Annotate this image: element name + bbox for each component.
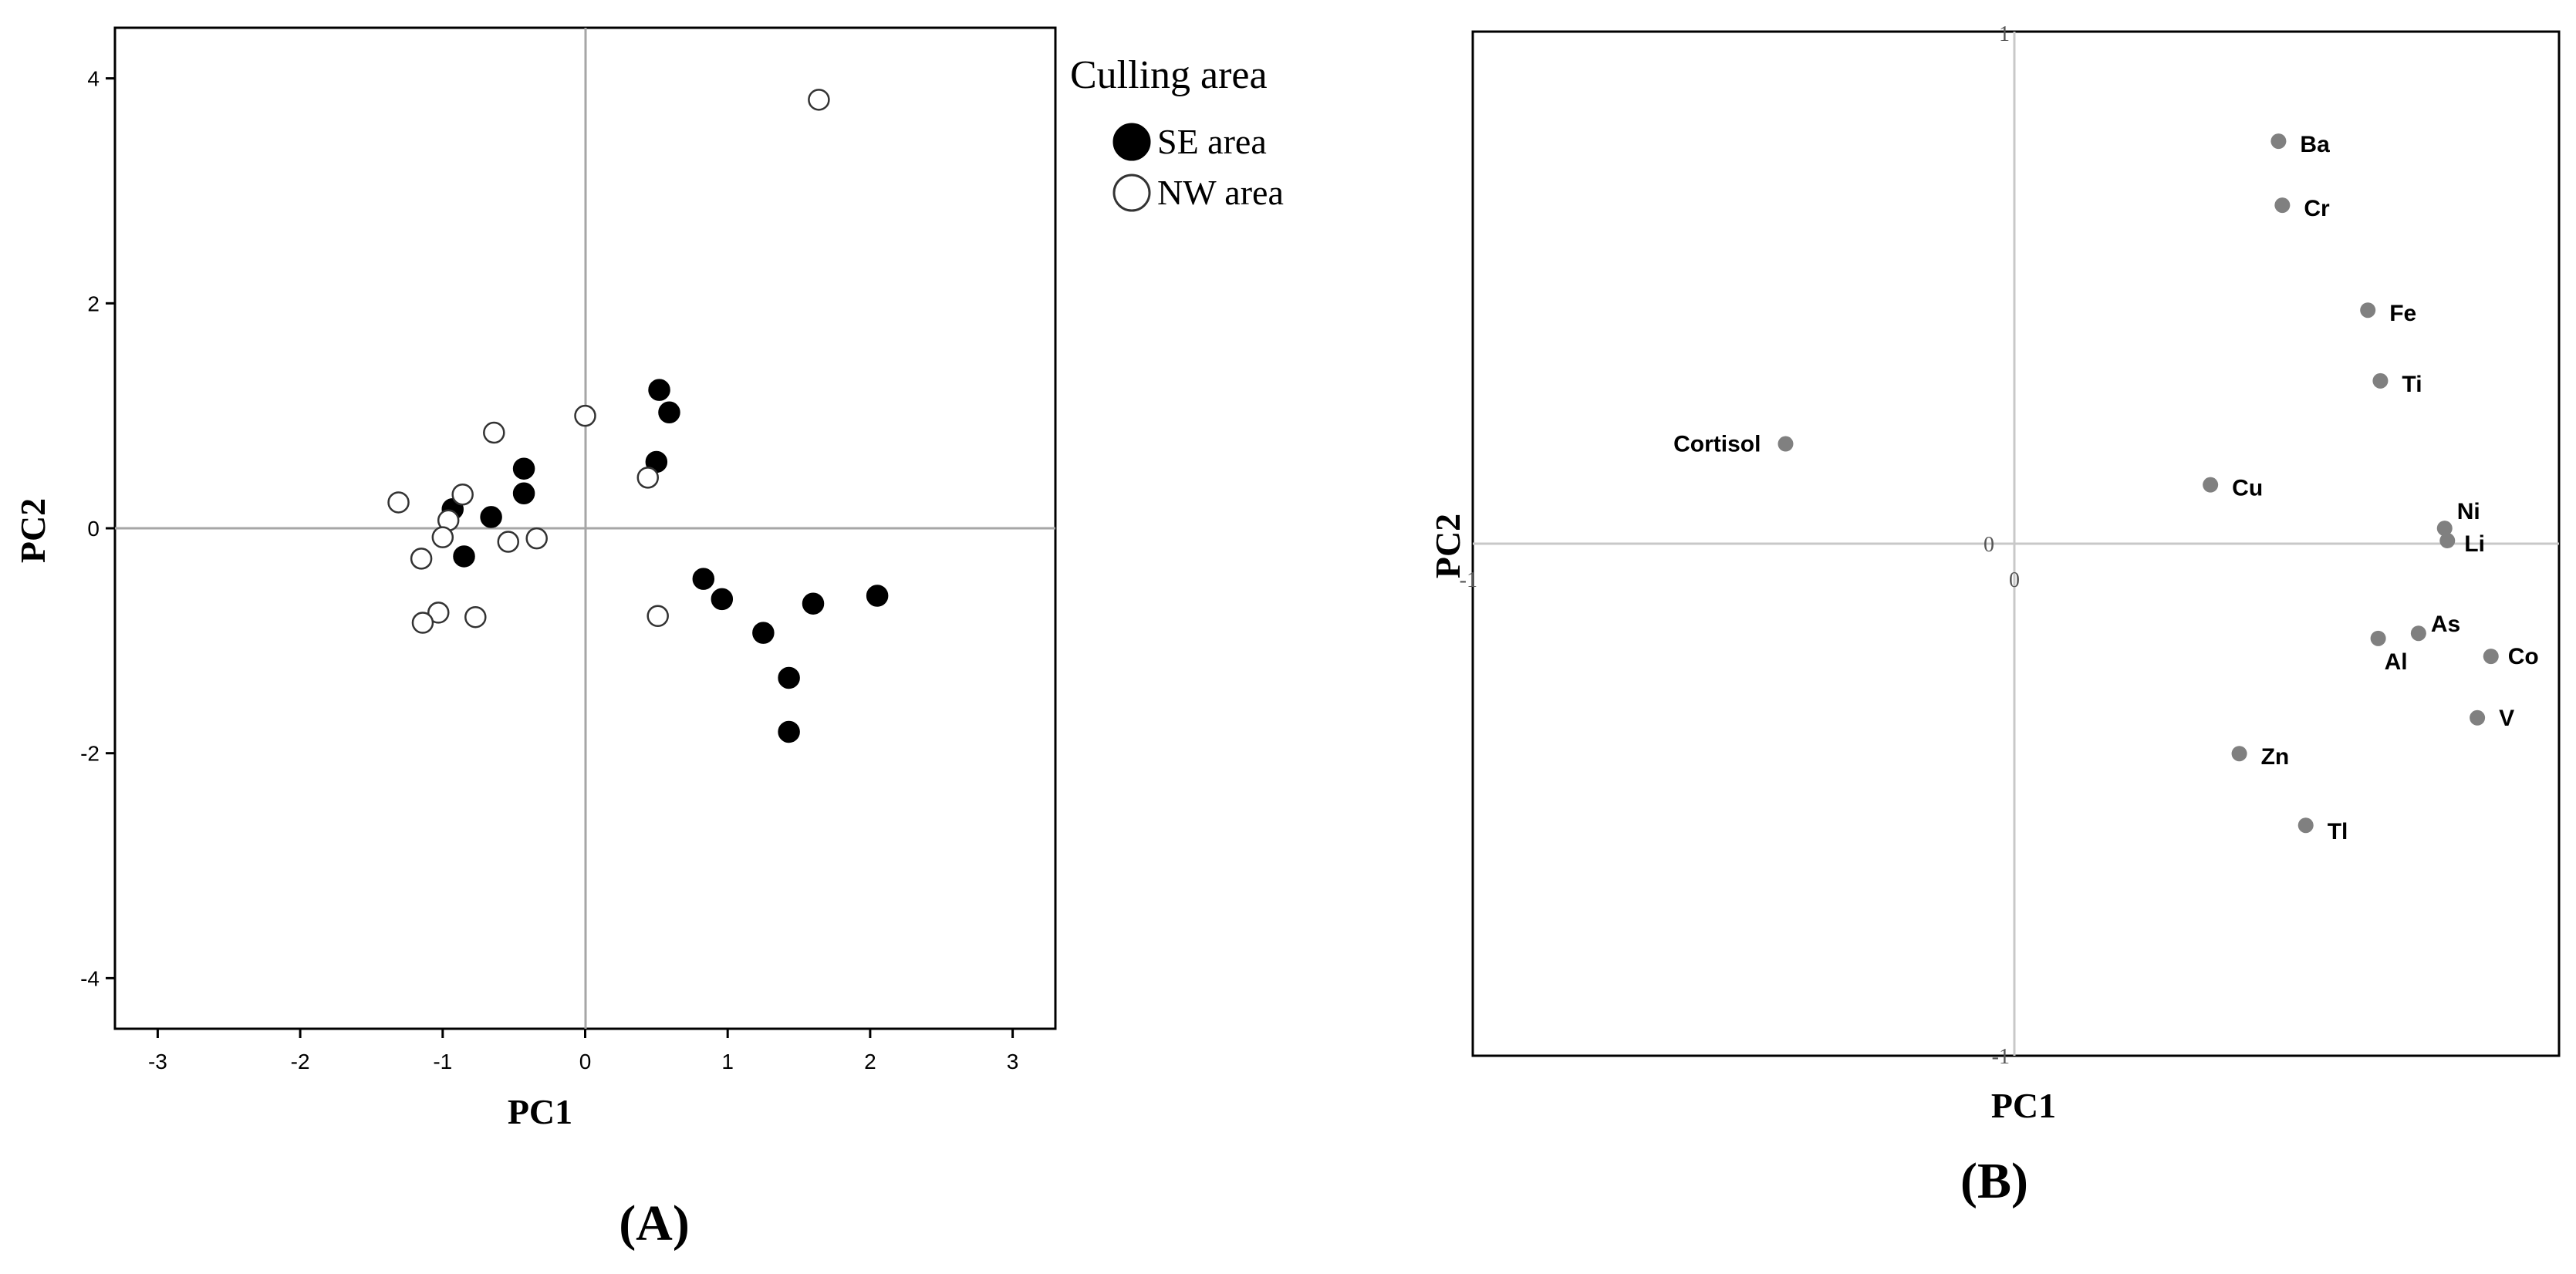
- point-fe: [2360, 302, 2376, 318]
- point-se-area: [711, 588, 734, 611]
- panel-a-ticks: -3 -2 -1 0 1 2 3 -4 -2 0 2 4: [80, 67, 1018, 1073]
- legend-marker-nw: [1112, 174, 1151, 212]
- point-as: [2410, 625, 2426, 642]
- panel-a-y-tick-label: 4: [87, 67, 100, 91]
- point-tl: [2297, 817, 2314, 834]
- point-nw-area: [411, 612, 434, 634]
- point-cu: [2203, 477, 2219, 493]
- panel-b: 1 0 -1 -1 0 Ba Cr Fe Ti Cortisol Cu Ni Li As Al Co V Zn T…: [1428, 22, 2561, 1209]
- point-nw-area: [647, 605, 669, 628]
- point-nw-area: [574, 404, 596, 427]
- point-ba: [2270, 133, 2287, 150]
- point-se-area: [480, 506, 502, 528]
- point-cr: [2274, 197, 2291, 214]
- point-label-tl: Tl: [2328, 819, 2348, 844]
- panel-b-y-tick-label: -1: [1992, 1045, 2010, 1069]
- point-label-li: Li: [2464, 531, 2485, 557]
- panel-b-ticks: 1 0 -1 -1 0: [1460, 22, 2020, 1069]
- point-nw-area: [427, 602, 450, 624]
- point-nw-area: [464, 605, 487, 629]
- point-se-area: [692, 568, 715, 590]
- point-label-cr: Cr: [2304, 196, 2330, 221]
- point-se-area: [752, 622, 775, 644]
- panel-a-label: (A): [619, 1195, 690, 1252]
- point-label-ti: Ti: [2402, 372, 2422, 397]
- point-se-area: [658, 401, 680, 424]
- point-label-ba: Ba: [2300, 132, 2330, 157]
- point-ti: [2372, 372, 2389, 389]
- point-se-area: [512, 457, 535, 480]
- point-nw-area: [497, 531, 520, 553]
- panel-a-xlabel: PC1: [508, 1092, 572, 1131]
- point-label-cortisol: Cortisol: [1673, 432, 1761, 457]
- point-label-ni: Ni: [2457, 499, 2480, 524]
- panel-a-x-tick-label: -1: [433, 1050, 452, 1073]
- point-v: [2470, 709, 2486, 726]
- point-nw-area: [636, 467, 660, 489]
- point-nw-area: [525, 527, 548, 550]
- panel-a-y-tick-label: -2: [80, 742, 100, 766]
- legend-marker-se: [1112, 123, 1151, 161]
- point-nw-area: [451, 483, 474, 506]
- point-label-al: Al: [2385, 649, 2408, 675]
- panel-a-x-tick-label: -3: [148, 1050, 167, 1073]
- point-nw-area: [431, 526, 454, 548]
- point-label-cu: Cu: [2232, 476, 2263, 501]
- panel-a-x-tick-label: 0: [579, 1050, 592, 1073]
- point-co: [2483, 649, 2499, 665]
- panel-b-y-tick-label: 1: [1999, 22, 2010, 46]
- point-se-area: [453, 545, 475, 568]
- point-nw-area: [410, 548, 433, 570]
- point-li: [2439, 533, 2456, 549]
- point-se-area: [778, 666, 800, 689]
- panel-b-x-tick-label: 0: [2009, 568, 2020, 592]
- panel-a-ylabel: PC2: [13, 498, 52, 563]
- panel-a-x-tick-label: 3: [1007, 1050, 1019, 1073]
- point-al: [2370, 630, 2386, 646]
- panel-a-legend: Culling area SE area NW area: [1070, 53, 1284, 212]
- panel-b-ylabel: PC2: [1428, 514, 1467, 578]
- panel-a-points: [387, 89, 889, 743]
- panel-a: -3 -2 -1 0 1 2 3 -4 -2 0 2 4 PC1 PC2 (A) Culling ar…: [13, 26, 1284, 1252]
- panel-b-xlabel: PC1: [1991, 1086, 2056, 1125]
- panel-a-y-tick-label: 2: [87, 292, 100, 315]
- point-nw-area: [387, 491, 410, 514]
- point-label-zn: Zn: [2261, 744, 2290, 770]
- point-label-as: As: [2431, 612, 2460, 637]
- panel-b-label: (B): [1960, 1153, 2028, 1209]
- point-ni: [2436, 521, 2453, 537]
- point-se-area: [802, 592, 825, 615]
- point-nw-area: [483, 421, 505, 444]
- point-label-fe: Fe: [2389, 301, 2416, 326]
- point-label-v: V: [2499, 706, 2514, 731]
- legend-title: Culling area: [1070, 53, 1268, 97]
- panel-a-x-tick-label: 1: [721, 1050, 734, 1073]
- point-cortisol: [1778, 436, 1794, 452]
- point-zn: [2231, 746, 2247, 762]
- panel-b-y-tick-label: 0: [1983, 533, 1994, 557]
- legend-label-nw: NW area: [1157, 173, 1284, 212]
- panel-b-points: Ba Cr Fe Ti Cortisol Cu Ni Li As Al Co V Zn Tl: [1673, 132, 2539, 844]
- panel-b-x-tick-label: -1: [1460, 568, 1477, 592]
- panel-a-x-tick-label: 2: [864, 1050, 876, 1073]
- point-nw-area: [808, 89, 830, 111]
- point-se-area: [778, 720, 800, 743]
- panel-a-y-tick-label: -4: [80, 966, 100, 990]
- point-se-area: [512, 482, 535, 505]
- point-se-area: [648, 379, 670, 401]
- point-se-area: [866, 585, 889, 607]
- legend-label-se: SE area: [1157, 122, 1267, 161]
- point-label-co: Co: [2508, 644, 2539, 669]
- panel-a-x-tick-label: -2: [291, 1050, 310, 1073]
- panel-a-y-tick-label: 0: [87, 517, 100, 541]
